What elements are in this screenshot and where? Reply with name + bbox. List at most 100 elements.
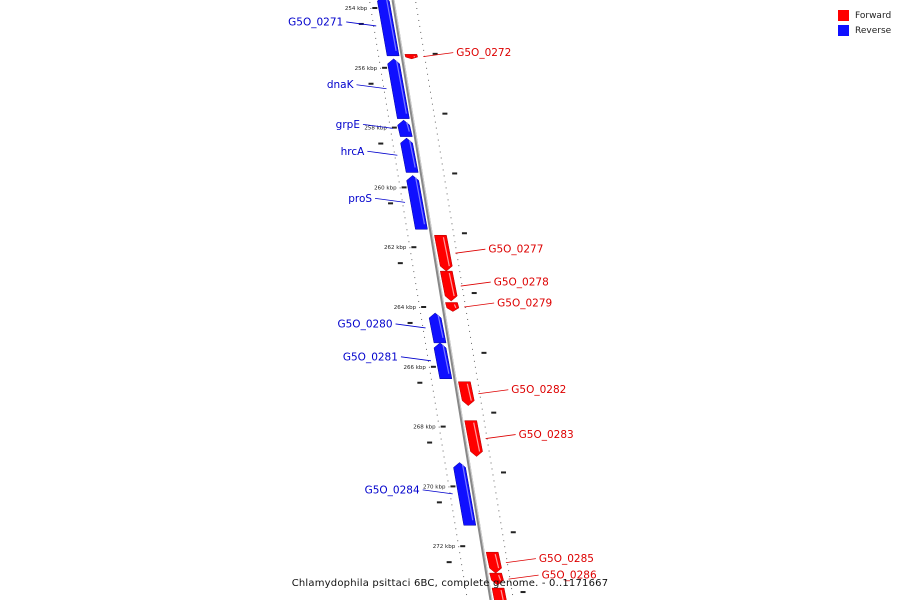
minor-tick-right	[462, 289, 464, 291]
major-tick	[411, 246, 417, 249]
gene-label: proS	[348, 193, 372, 205]
minor-tick-right	[499, 516, 501, 518]
half-kbp-tick	[481, 351, 487, 354]
gene-label: G5O_0282	[511, 384, 566, 396]
minor-tick-right	[415, 2, 417, 4]
minor-tick-left	[435, 408, 437, 410]
minor-tick-right	[467, 318, 469, 320]
minor-tick-left	[424, 336, 426, 338]
minor-tick-right	[493, 480, 495, 482]
minor-tick-right	[429, 91, 431, 93]
minor-tick-left	[371, 13, 373, 15]
minor-tick-left	[387, 115, 389, 117]
tick-label: 258 kbp	[364, 126, 387, 132]
legend: Forward Reverse	[838, 8, 891, 38]
minor-tick-left	[427, 360, 429, 362]
gene-leader	[362, 123, 394, 129]
minor-tick-right	[475, 372, 477, 374]
minor-tick-right	[472, 354, 474, 356]
gene-shape	[489, 572, 504, 586]
minor-tick-left	[433, 396, 435, 398]
gene-shape	[434, 234, 453, 272]
legend-reverse-label: Reverse	[855, 25, 892, 36]
minor-tick-right	[456, 253, 458, 255]
minor-tick-right	[471, 342, 473, 344]
gene-leader	[400, 356, 431, 362]
half-kbp-tick	[471, 292, 477, 295]
minor-tick-right	[506, 558, 508, 560]
minor-tick-right	[450, 217, 452, 219]
tick-label: 272 kbp	[433, 544, 456, 550]
minor-tick-left	[418, 301, 420, 303]
forward-swatch	[838, 10, 849, 21]
minor-tick-left	[422, 324, 424, 326]
minor-tick-right	[420, 31, 422, 33]
half-kbp-tick	[461, 232, 467, 235]
minor-tick-left	[395, 163, 397, 165]
tick-label: 260 kbp	[374, 185, 397, 191]
minor-tick-left	[377, 49, 379, 51]
minor-tick-left	[447, 480, 449, 482]
minor-tick-left	[419, 307, 421, 308]
minor-tick-right	[481, 408, 483, 410]
minor-tick-right	[485, 432, 487, 434]
minor-tick-left	[382, 79, 384, 81]
tick-label: 266 kbp	[403, 365, 426, 371]
minor-tick-left	[391, 139, 393, 141]
minor-tick-left	[392, 145, 394, 147]
minor-tick-left	[466, 594, 468, 596]
minor-tick-right	[461, 283, 463, 285]
half-kbp-tick	[501, 471, 507, 474]
minor-tick-left	[396, 169, 398, 171]
gene-labels: G5O_0271 G5O_0272 dnaK grpE hrcA proS G5O_0277…	[288, 16, 597, 581]
minor-tick-left	[463, 576, 465, 578]
minor-tick-right	[465, 307, 467, 308]
half-kbp-tick	[436, 501, 442, 504]
gene-leader	[505, 558, 536, 564]
minor-tick-right	[426, 67, 428, 69]
minor-tick-left	[385, 103, 387, 105]
gene-highlight	[448, 272, 455, 297]
minor-tick-right	[508, 570, 510, 572]
gene-highlight	[406, 121, 410, 132]
minor-tick-left	[444, 462, 446, 464]
minor-tick-left	[390, 133, 392, 135]
minor-tick-left	[381, 73, 383, 75]
minor-tick-left	[404, 217, 406, 219]
tick-label: 262 kbp	[384, 245, 407, 251]
minor-tick-left	[378, 55, 380, 57]
gene-highlight	[396, 60, 407, 114]
minor-tick-left	[458, 546, 460, 548]
minor-tick-left	[464, 582, 466, 584]
gene-label: G5O_0271	[288, 16, 343, 28]
minor-tick-left	[410, 253, 412, 255]
minor-tick-left	[370, 8, 372, 9]
minor-tick-left	[397, 175, 399, 177]
minor-tick-left	[409, 247, 411, 249]
minor-tick-left	[453, 516, 455, 518]
minor-tick-right	[422, 43, 424, 45]
minor-tick-left	[423, 330, 425, 332]
half-kbp-tick	[432, 52, 438, 55]
gene-highlight	[461, 464, 474, 521]
minor-tick-right	[449, 211, 451, 213]
minor-tick-right	[484, 426, 486, 428]
half-kbp-tick	[388, 202, 394, 205]
minor-tick-right	[512, 594, 514, 596]
minor-tick-right	[488, 450, 490, 452]
minor-tick-right	[478, 390, 480, 392]
minor-tick-right	[460, 277, 462, 279]
half-kbp-tick	[417, 381, 423, 384]
minor-tick-left	[456, 534, 458, 536]
minor-tick-right	[454, 241, 456, 243]
minor-tick-right	[463, 295, 465, 297]
minor-tick-left	[460, 558, 462, 560]
gene-label: G5O_0272	[456, 47, 511, 59]
minor-tick-right	[468, 324, 470, 326]
gene-leader	[367, 150, 398, 156]
minor-tick-right	[476, 378, 478, 380]
minor-tick-right	[437, 139, 439, 141]
minor-tick-right	[498, 510, 500, 512]
minor-tick-right	[466, 312, 468, 314]
minor-tick-left	[465, 588, 467, 590]
